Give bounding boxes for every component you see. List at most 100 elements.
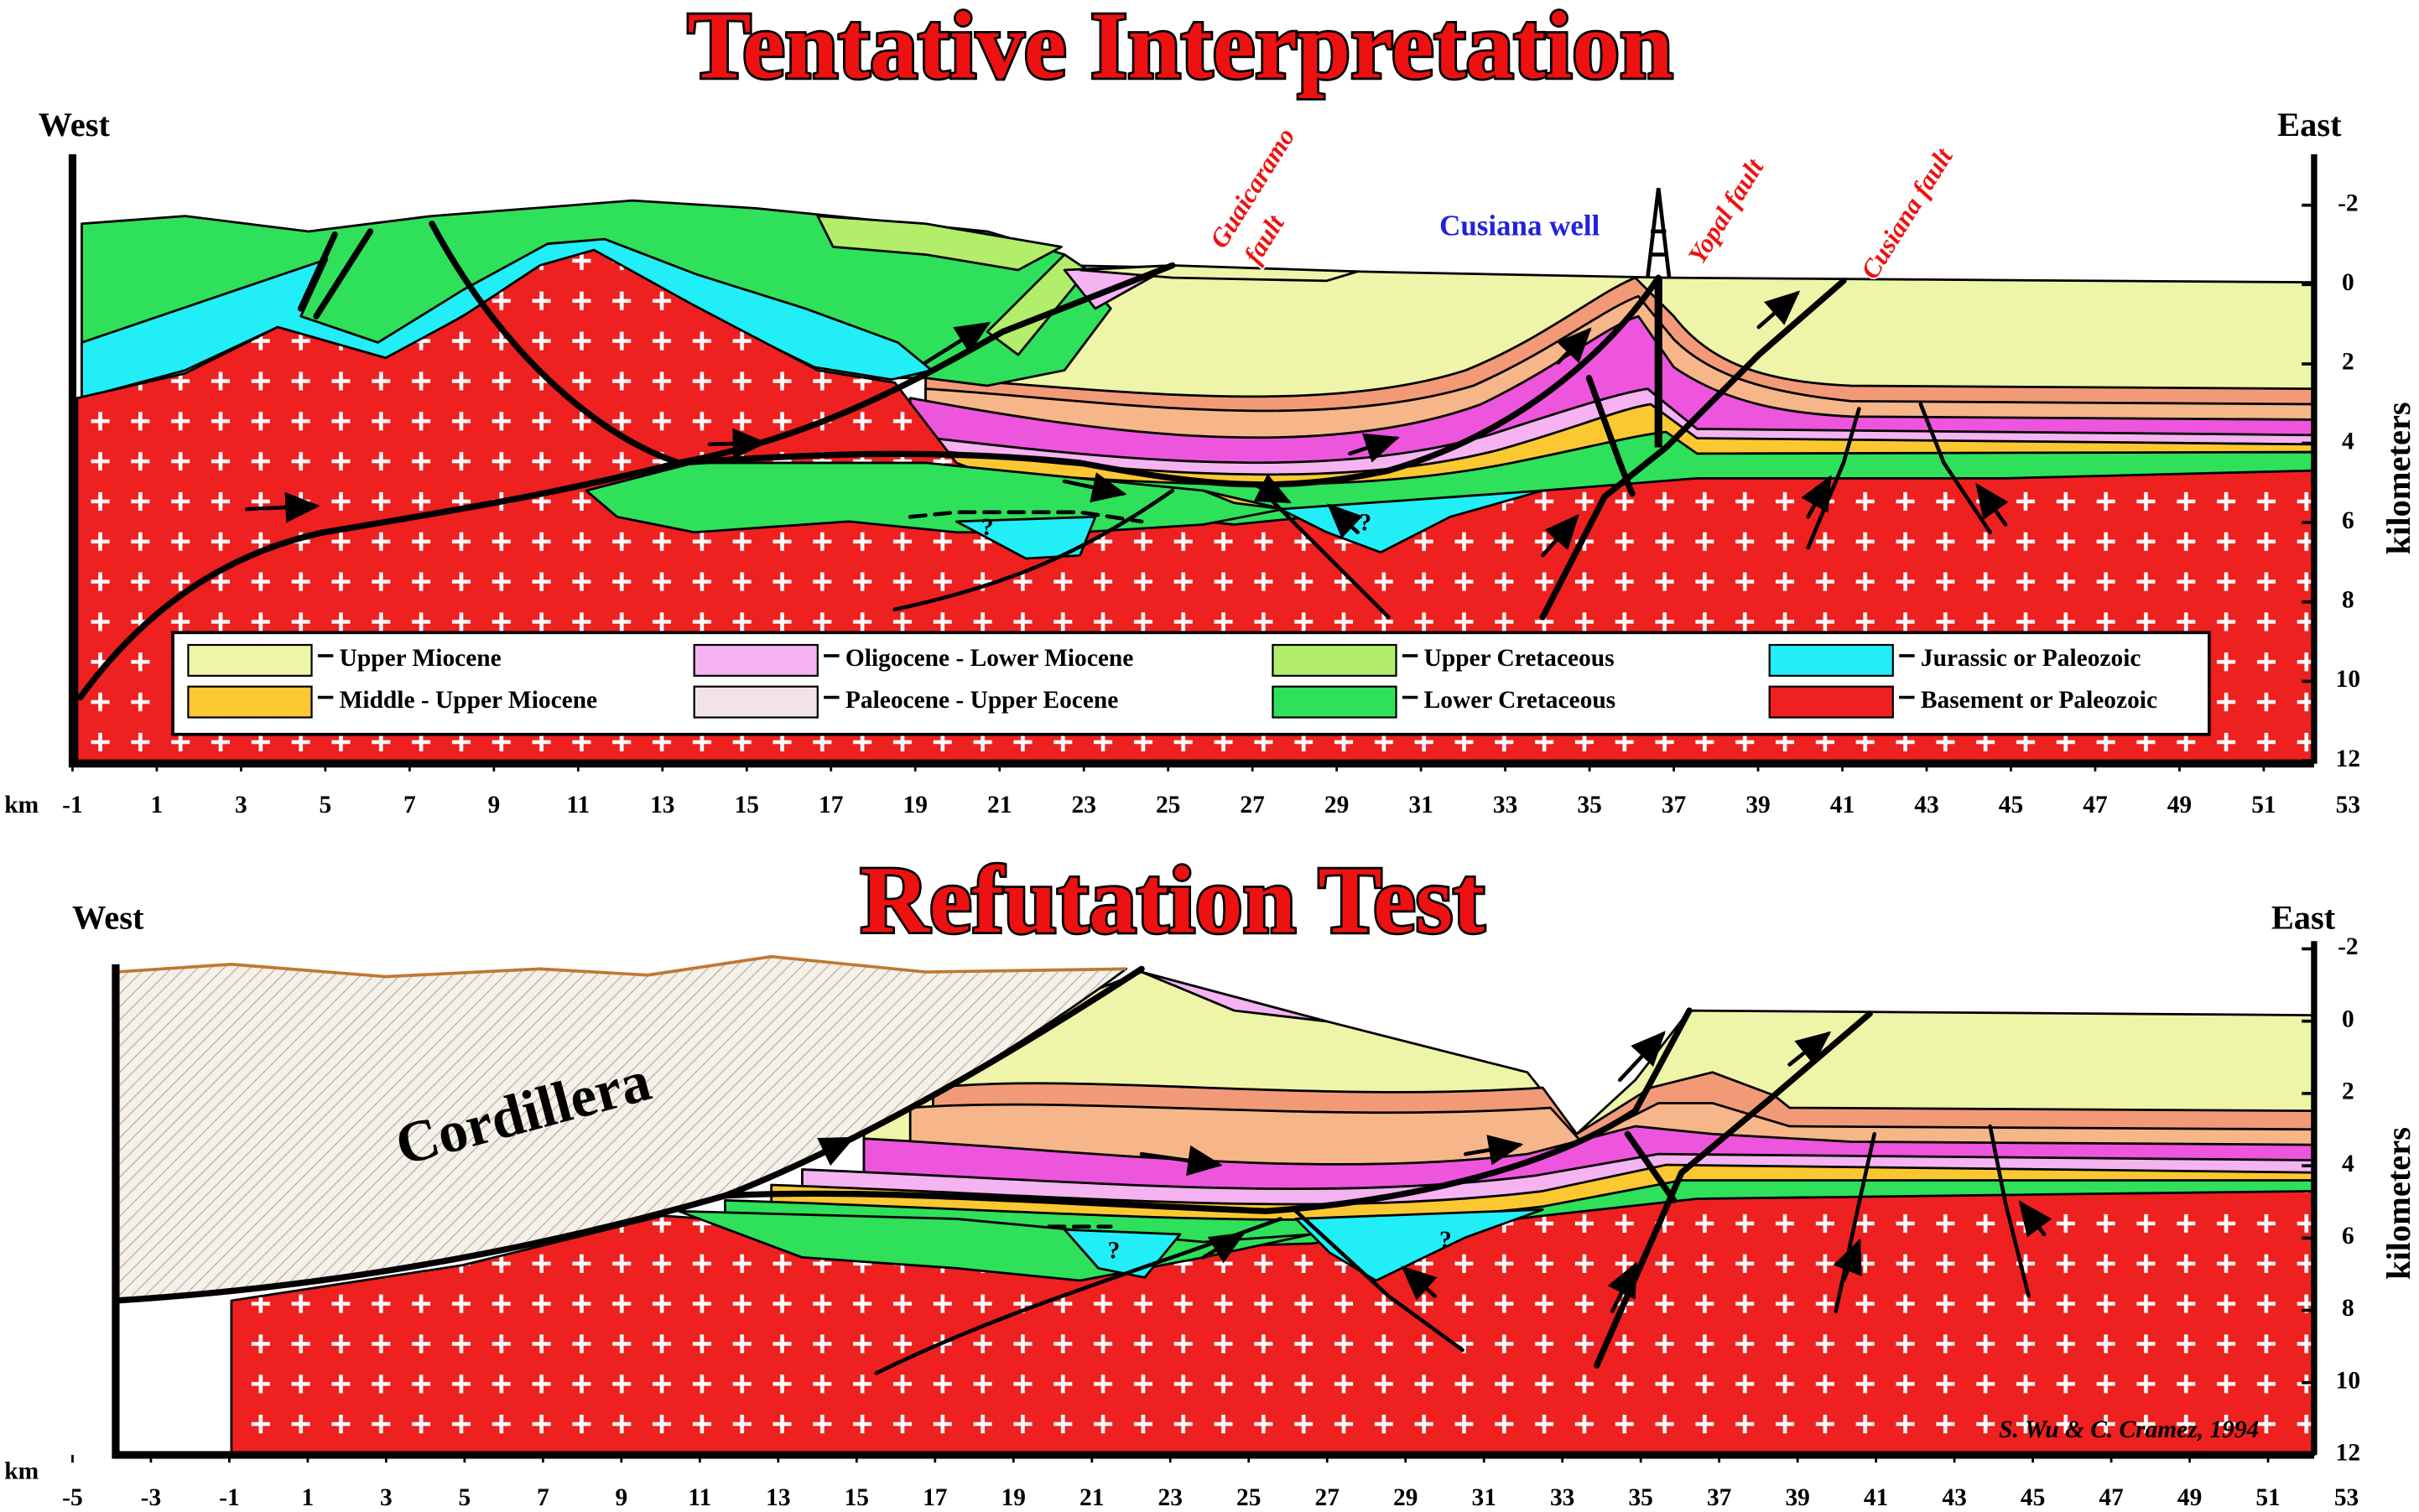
legend-label: Oligocene - Lower Miocene bbox=[845, 645, 1133, 672]
east-label: East bbox=[2277, 106, 2342, 143]
x-tick-label: 11 bbox=[566, 792, 590, 818]
frame bbox=[112, 941, 2318, 1459]
y-tick-label: 2 bbox=[2342, 1078, 2354, 1105]
legend-swatch bbox=[693, 685, 819, 719]
x-tick-label: 47 bbox=[2099, 1484, 2123, 1511]
x-tick-label: 21 bbox=[987, 792, 1012, 818]
x-tick-label: 9 bbox=[615, 1484, 627, 1511]
x-tick-label: -5 bbox=[62, 1484, 83, 1511]
y-tick-label: 4 bbox=[2342, 1151, 2354, 1177]
legend-label: Upper Miocene bbox=[340, 645, 502, 672]
x-tick-label: 7 bbox=[403, 792, 416, 818]
x-tick-label: 13 bbox=[766, 1484, 790, 1511]
x-tick-label: 5 bbox=[320, 792, 332, 818]
x-tick-label: 1 bbox=[151, 792, 164, 818]
x-tick-label: 27 bbox=[1315, 1484, 1340, 1511]
x-tick-label: 31 bbox=[1471, 1484, 1496, 1511]
depth-unit: kilometers bbox=[2380, 1127, 2417, 1280]
y-tick-label: 2 bbox=[2342, 349, 2354, 376]
west-label: West bbox=[39, 106, 111, 143]
question-mark: ? bbox=[981, 514, 994, 541]
x-tick-label: 21 bbox=[1079, 1484, 1104, 1511]
x-tick-label: 43 bbox=[1914, 792, 1938, 818]
x-tick-label: 17 bbox=[819, 792, 843, 818]
legend: Upper Miocene Middle - Upper Miocene Oligo… bbox=[171, 631, 2211, 736]
y-tick-label: 0 bbox=[2342, 269, 2354, 296]
x-tick-label: 35 bbox=[1628, 1484, 1652, 1511]
x-tick-label: 37 bbox=[1662, 792, 1686, 818]
x-tick-label: 27 bbox=[1240, 792, 1264, 818]
legend-label: Jurassic or Paleozoic bbox=[1921, 645, 2141, 672]
x-tick-label: 41 bbox=[1864, 1484, 1888, 1511]
x-tick-label: 3 bbox=[235, 792, 247, 818]
legend-swatch bbox=[693, 643, 819, 677]
x-tick-label: 7 bbox=[537, 1484, 549, 1511]
legend-swatch bbox=[1768, 685, 1894, 719]
fault-label: Cusiana fault bbox=[1855, 142, 1959, 283]
faults bbox=[112, 965, 2052, 1375]
x-tick-label: 29 bbox=[1324, 792, 1349, 818]
legend-swatch bbox=[1272, 643, 1397, 677]
faults bbox=[76, 188, 2009, 701]
y-tick-label: 8 bbox=[2342, 587, 2354, 614]
y-tick-label: -2 bbox=[2338, 933, 2359, 960]
x-tick-label: -1 bbox=[219, 1484, 240, 1511]
y-tick-label: 12 bbox=[2336, 1440, 2360, 1467]
legend-swatch bbox=[187, 685, 313, 719]
x-tick-label: 31 bbox=[1408, 792, 1433, 818]
x-tick-label: 23 bbox=[1071, 792, 1095, 818]
legend-label: Paleocene - Upper Eocene bbox=[845, 687, 1118, 714]
y-tick-label: 8 bbox=[2342, 1295, 2354, 1322]
x-tick-label: 23 bbox=[1158, 1484, 1183, 1511]
y-tick-label: 10 bbox=[2336, 666, 2360, 693]
axis-ticks: -1 1 3 5 7 9 11 13 15 17 19 21 23 25 27 29 31 33 35 37 39 41 4… bbox=[62, 190, 2360, 818]
legend-label: Basement or Paleozoic bbox=[1921, 687, 2157, 714]
x-tick-label: -1 bbox=[62, 792, 83, 818]
x-tick-label: 5 bbox=[459, 1484, 471, 1511]
legend-label: Lower Cretaceous bbox=[1424, 687, 1615, 714]
y-tick-label: 10 bbox=[2336, 1367, 2360, 1394]
x-tick-label: 15 bbox=[735, 792, 759, 818]
y-tick-label: 0 bbox=[2342, 1005, 2354, 1032]
x-tick-label: 13 bbox=[650, 792, 674, 818]
question-mark: ? bbox=[1359, 509, 1371, 536]
y-tick-label: 6 bbox=[2342, 1223, 2354, 1250]
legend-swatch bbox=[1272, 685, 1397, 719]
layers bbox=[114, 954, 2316, 1457]
question-mark: ? bbox=[1108, 1238, 1121, 1265]
x-tick-label: 9 bbox=[487, 792, 500, 818]
fault-label: Yopal fault bbox=[1683, 153, 1770, 268]
depth-unit: kilometers bbox=[2380, 402, 2417, 554]
legend-label: Upper Cretaceous bbox=[1424, 645, 1615, 672]
bottom-section: Refutation Test West East km kilometers … bbox=[4, 844, 2417, 1511]
east-label: East bbox=[2271, 899, 2336, 937]
well-label: Cusiana well bbox=[1439, 209, 1600, 242]
legend-label: Middle - Upper Miocene bbox=[340, 687, 597, 714]
x-tick-label: 49 bbox=[2177, 1484, 2202, 1511]
x-tick-label: 33 bbox=[1550, 1484, 1574, 1511]
x-tick-label: 19 bbox=[1001, 1484, 1026, 1511]
question-mark: ? bbox=[1439, 1227, 1452, 1254]
x-tick-label: 53 bbox=[2336, 792, 2360, 818]
x-tick-label: 39 bbox=[1785, 1484, 1809, 1511]
x-tick-label: 17 bbox=[923, 1484, 947, 1511]
y-tick-label: 4 bbox=[2342, 428, 2354, 455]
x-tick-label: 25 bbox=[1236, 1484, 1261, 1511]
x-tick-label: 47 bbox=[2083, 792, 2107, 818]
x-tick-label: 41 bbox=[1830, 792, 1855, 818]
x-tick-label: -3 bbox=[141, 1484, 162, 1511]
x-tick-label: 15 bbox=[845, 1484, 869, 1511]
x-tick-label: 43 bbox=[1942, 1484, 1966, 1511]
y-tick-label: -2 bbox=[2338, 190, 2359, 216]
x-tick-label: 49 bbox=[2167, 792, 2192, 818]
x-tick-label: 29 bbox=[1393, 1484, 1418, 1511]
x-tick-label: 33 bbox=[1493, 792, 1517, 818]
x-tick-label: 51 bbox=[2255, 1484, 2280, 1511]
x-tick-label: 37 bbox=[1707, 1484, 1731, 1511]
x-tick-label: 45 bbox=[1999, 792, 2023, 818]
x-tick-label: 51 bbox=[2251, 792, 2276, 818]
legend-swatch bbox=[1768, 643, 1894, 677]
y-tick-label: 6 bbox=[2342, 507, 2354, 534]
legend-swatch bbox=[187, 643, 313, 677]
